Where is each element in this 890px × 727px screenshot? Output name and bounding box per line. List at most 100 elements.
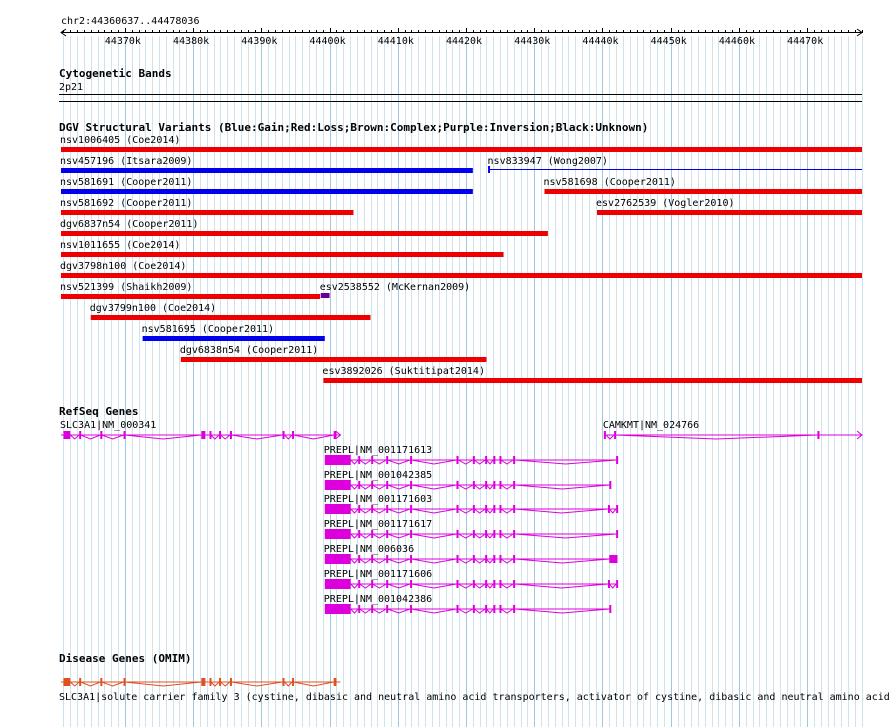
dgv-variant-label: dgv6837n54 (Cooper2011): [60, 219, 198, 230]
dgv-variant-bar: [597, 210, 862, 215]
dgv-variant[interactable]: nsv581691 (Cooper2011): [60, 177, 473, 194]
gene-intron-chevron: [500, 558, 514, 564]
gene-intron-chevron: [80, 681, 101, 687]
gene-exon: [333, 678, 337, 686]
gene-intron-chevron: [387, 459, 411, 465]
gene-intron-chevron: [350, 583, 359, 589]
gene-intron-chevron: [473, 484, 486, 490]
ruler-track: chr2:44360637..44478036 44370k 44380k 4439…: [60, 16, 863, 47]
refseq-gene-model[interactable]: [324, 455, 619, 465]
refseq-gene-model[interactable]: [603, 430, 863, 440]
cytoband-label: 2p21: [59, 82, 83, 93]
dgv-variant[interactable]: esv2762539 (Vogler2010): [596, 198, 862, 215]
refseq-gene-model[interactable]: [324, 480, 612, 490]
gene-exon: [358, 530, 361, 538]
gene-intron-chevron: [359, 583, 372, 589]
gene-exon: [123, 431, 126, 439]
gene-exon: [485, 505, 488, 513]
gene-exon: [410, 555, 413, 563]
gene-exon: [371, 530, 374, 538]
dgv-variant-bar: [61, 147, 862, 152]
dgv-variant[interactable]: nsv1011655 (Coe2014): [60, 240, 504, 257]
refseq-gene-label[interactable]: SLC3A1|NM_000341: [60, 420, 156, 431]
gene-intron-chevron: [387, 533, 411, 539]
gene-intron-chevron: [473, 533, 486, 539]
refseq-gene-label[interactable]: PREPL|NM_001171606: [324, 569, 432, 580]
gene-exon: [371, 580, 374, 588]
dgv-variant[interactable]: esv2538552 (McKernan2009): [320, 282, 471, 298]
dgv-variant[interactable]: dgv6838n54 (Cooper2011): [180, 345, 487, 362]
refseq-gene-label[interactable]: PREPL|NM_006036: [324, 544, 414, 555]
refseq-gene-label[interactable]: PREPL|NM_001171617: [324, 519, 432, 530]
refseq-gene-model[interactable]: [61, 430, 342, 440]
gene-exon: [499, 580, 502, 588]
refseq-gene-label[interactable]: CAMKMT|NM_024766: [603, 420, 699, 431]
gene-intron-chevron: [411, 484, 457, 490]
gene-exon: [410, 456, 413, 464]
gene-exon: [493, 530, 496, 538]
gene-intron-chevron: [473, 583, 486, 589]
gene-intron-chevron: [220, 681, 231, 687]
refseq-gene-label[interactable]: PREPL|NM_001042385: [324, 470, 432, 481]
gene-exon: [386, 605, 389, 613]
gene-exon: [499, 505, 502, 513]
ruler-tick-label: 44400k: [310, 36, 346, 47]
refseq-gene-label[interactable]: PREPL|NM_001042386: [324, 594, 432, 605]
omim-gene-description[interactable]: SLC3A1|solute carrier family 3 (cystine,…: [59, 692, 890, 703]
gene-exon: [472, 481, 475, 489]
dgv-variant[interactable]: dgv6837n54 (Cooper2011): [60, 219, 548, 236]
refseq-gene-model[interactable]: [324, 579, 619, 589]
gene-intron-chevron: [500, 583, 514, 589]
dgv-variant-bar: [142, 336, 325, 341]
gene-intron-chevron: [515, 484, 610, 490]
gene-exon: [63, 678, 71, 686]
dgv-variant[interactable]: nsv457196 (Itsara2009): [60, 156, 473, 173]
gene-exon: [456, 580, 459, 588]
gene-exon: [493, 580, 496, 588]
refseq-gene-model[interactable]: [324, 554, 618, 564]
dgv-variant[interactable]: nsv581695 (Cooper2011): [142, 324, 325, 341]
gene-exon: [386, 555, 389, 563]
gene-intron-chevron: [124, 681, 202, 687]
gene-exon: [209, 678, 212, 686]
refseq-gene-label[interactable]: PREPL|NM_001171603: [324, 494, 432, 505]
gene-intron-chevron: [500, 533, 514, 539]
dgv-variant-bar: [90, 315, 371, 320]
gene-exon: [513, 605, 516, 613]
dgv-variant-bar: [61, 252, 504, 257]
gene-exon: [292, 678, 295, 686]
refseq-gene-label[interactable]: PREPL|NM_001171613: [324, 445, 432, 456]
ruler-tick-label: 44370k: [105, 36, 141, 47]
dgv-variant[interactable]: dgv3799n100 (Coe2014): [90, 303, 371, 320]
gene-exon: [123, 678, 126, 686]
gene-intron-chevron: [515, 558, 610, 564]
refseq-gene-model[interactable]: [324, 604, 612, 614]
gene-intron-chevron: [372, 508, 387, 514]
gene-exon: [456, 505, 459, 513]
dgv-variant[interactable]: nsv833947 (Wong2007): [488, 156, 862, 173]
gene-intron-chevron: [231, 434, 283, 440]
gene-exon: [456, 456, 459, 464]
dgv-variant[interactable]: esv3892026 (Suktitipat2014): [322, 366, 862, 383]
gene-intron-chevron: [473, 558, 486, 564]
refseq-gene-model[interactable]: [324, 504, 619, 514]
dgv-variant[interactable]: nsv581692 (Cooper2011): [60, 198, 354, 215]
dgv-variant[interactable]: nsv581698 (Cooper2011): [543, 177, 862, 194]
refseq-gene-model[interactable]: [324, 529, 619, 539]
gene-intron-chevron: [411, 558, 457, 564]
ruler-tick-label: 44430k: [514, 36, 550, 47]
dgv-variant[interactable]: nsv1006405 (Coe2014): [60, 135, 862, 152]
gene-exon: [472, 456, 475, 464]
gene-exon: [616, 505, 619, 513]
dgv-variant[interactable]: nsv521399 (Shaikh2009): [60, 282, 321, 299]
gene-exon: [63, 431, 71, 439]
dgv-variant[interactable]: dgv3798n100 (Coe2014): [60, 261, 862, 278]
dgv-variant-label: nsv581698 (Cooper2011): [543, 177, 675, 188]
gene-intron-chevron: [486, 558, 494, 564]
gene-exon: [472, 530, 475, 538]
gene-exon: [282, 678, 285, 686]
omim-gene-model[interactable]: [61, 678, 341, 687]
gene-exon: [609, 481, 612, 489]
gene-exon: [472, 605, 475, 613]
